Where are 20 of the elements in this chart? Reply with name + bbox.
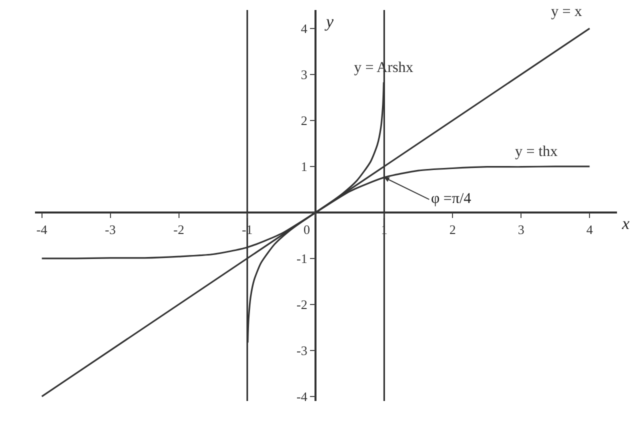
series-label: y = x (551, 4, 582, 20)
y-tick-label: 2 (300, 112, 308, 128)
x-tick-label: 3 (518, 222, 524, 237)
y-axis-title: y (324, 12, 334, 31)
x-tick-label: 0 (303, 222, 310, 237)
y-tick-label: 4 (300, 20, 308, 36)
x-tick-label: 4 (586, 222, 594, 237)
annotation: φ =π/4 (431, 191, 472, 207)
x-tick-label: 2 (449, 222, 456, 237)
x-tick-label: -3 (104, 222, 116, 237)
y-tick-label: 1 (300, 158, 308, 174)
y-tick-label: 3 (300, 66, 308, 82)
x-tick-label: -2 (173, 222, 184, 237)
y-tick-label: -1 (296, 250, 308, 266)
x-tick-label: -4 (36, 222, 48, 237)
y-tick-label: -2 (296, 296, 308, 312)
y-tick-label: -4 (296, 388, 308, 404)
y-tick-label: -3 (296, 342, 308, 358)
series-label: y = thx (515, 144, 558, 160)
x-axis-title: x (621, 214, 630, 233)
